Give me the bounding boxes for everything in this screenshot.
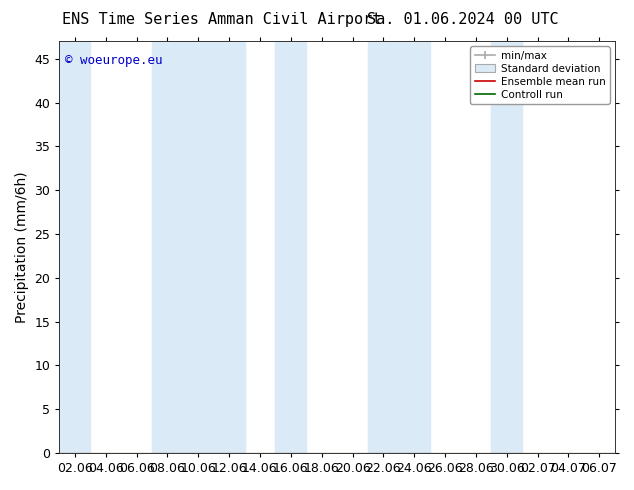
Text: ENS Time Series Amman Civil Airport: ENS Time Series Amman Civil Airport (62, 12, 382, 27)
Y-axis label: Precipitation (mm/6h): Precipitation (mm/6h) (15, 172, 29, 323)
Bar (60, 41, 90, 453)
Bar (152, 41, 183, 453)
Bar (399, 41, 430, 453)
Text: Sa. 01.06.2024 00 UTC: Sa. 01.06.2024 00 UTC (367, 12, 559, 27)
Bar (368, 41, 399, 453)
Bar (275, 41, 306, 453)
Text: © woeurope.eu: © woeurope.eu (65, 53, 162, 67)
Bar (183, 41, 214, 453)
Legend: min/max, Standard deviation, Ensemble mean run, Controll run: min/max, Standard deviation, Ensemble me… (470, 47, 609, 104)
Bar (491, 41, 522, 453)
Bar (214, 41, 245, 453)
